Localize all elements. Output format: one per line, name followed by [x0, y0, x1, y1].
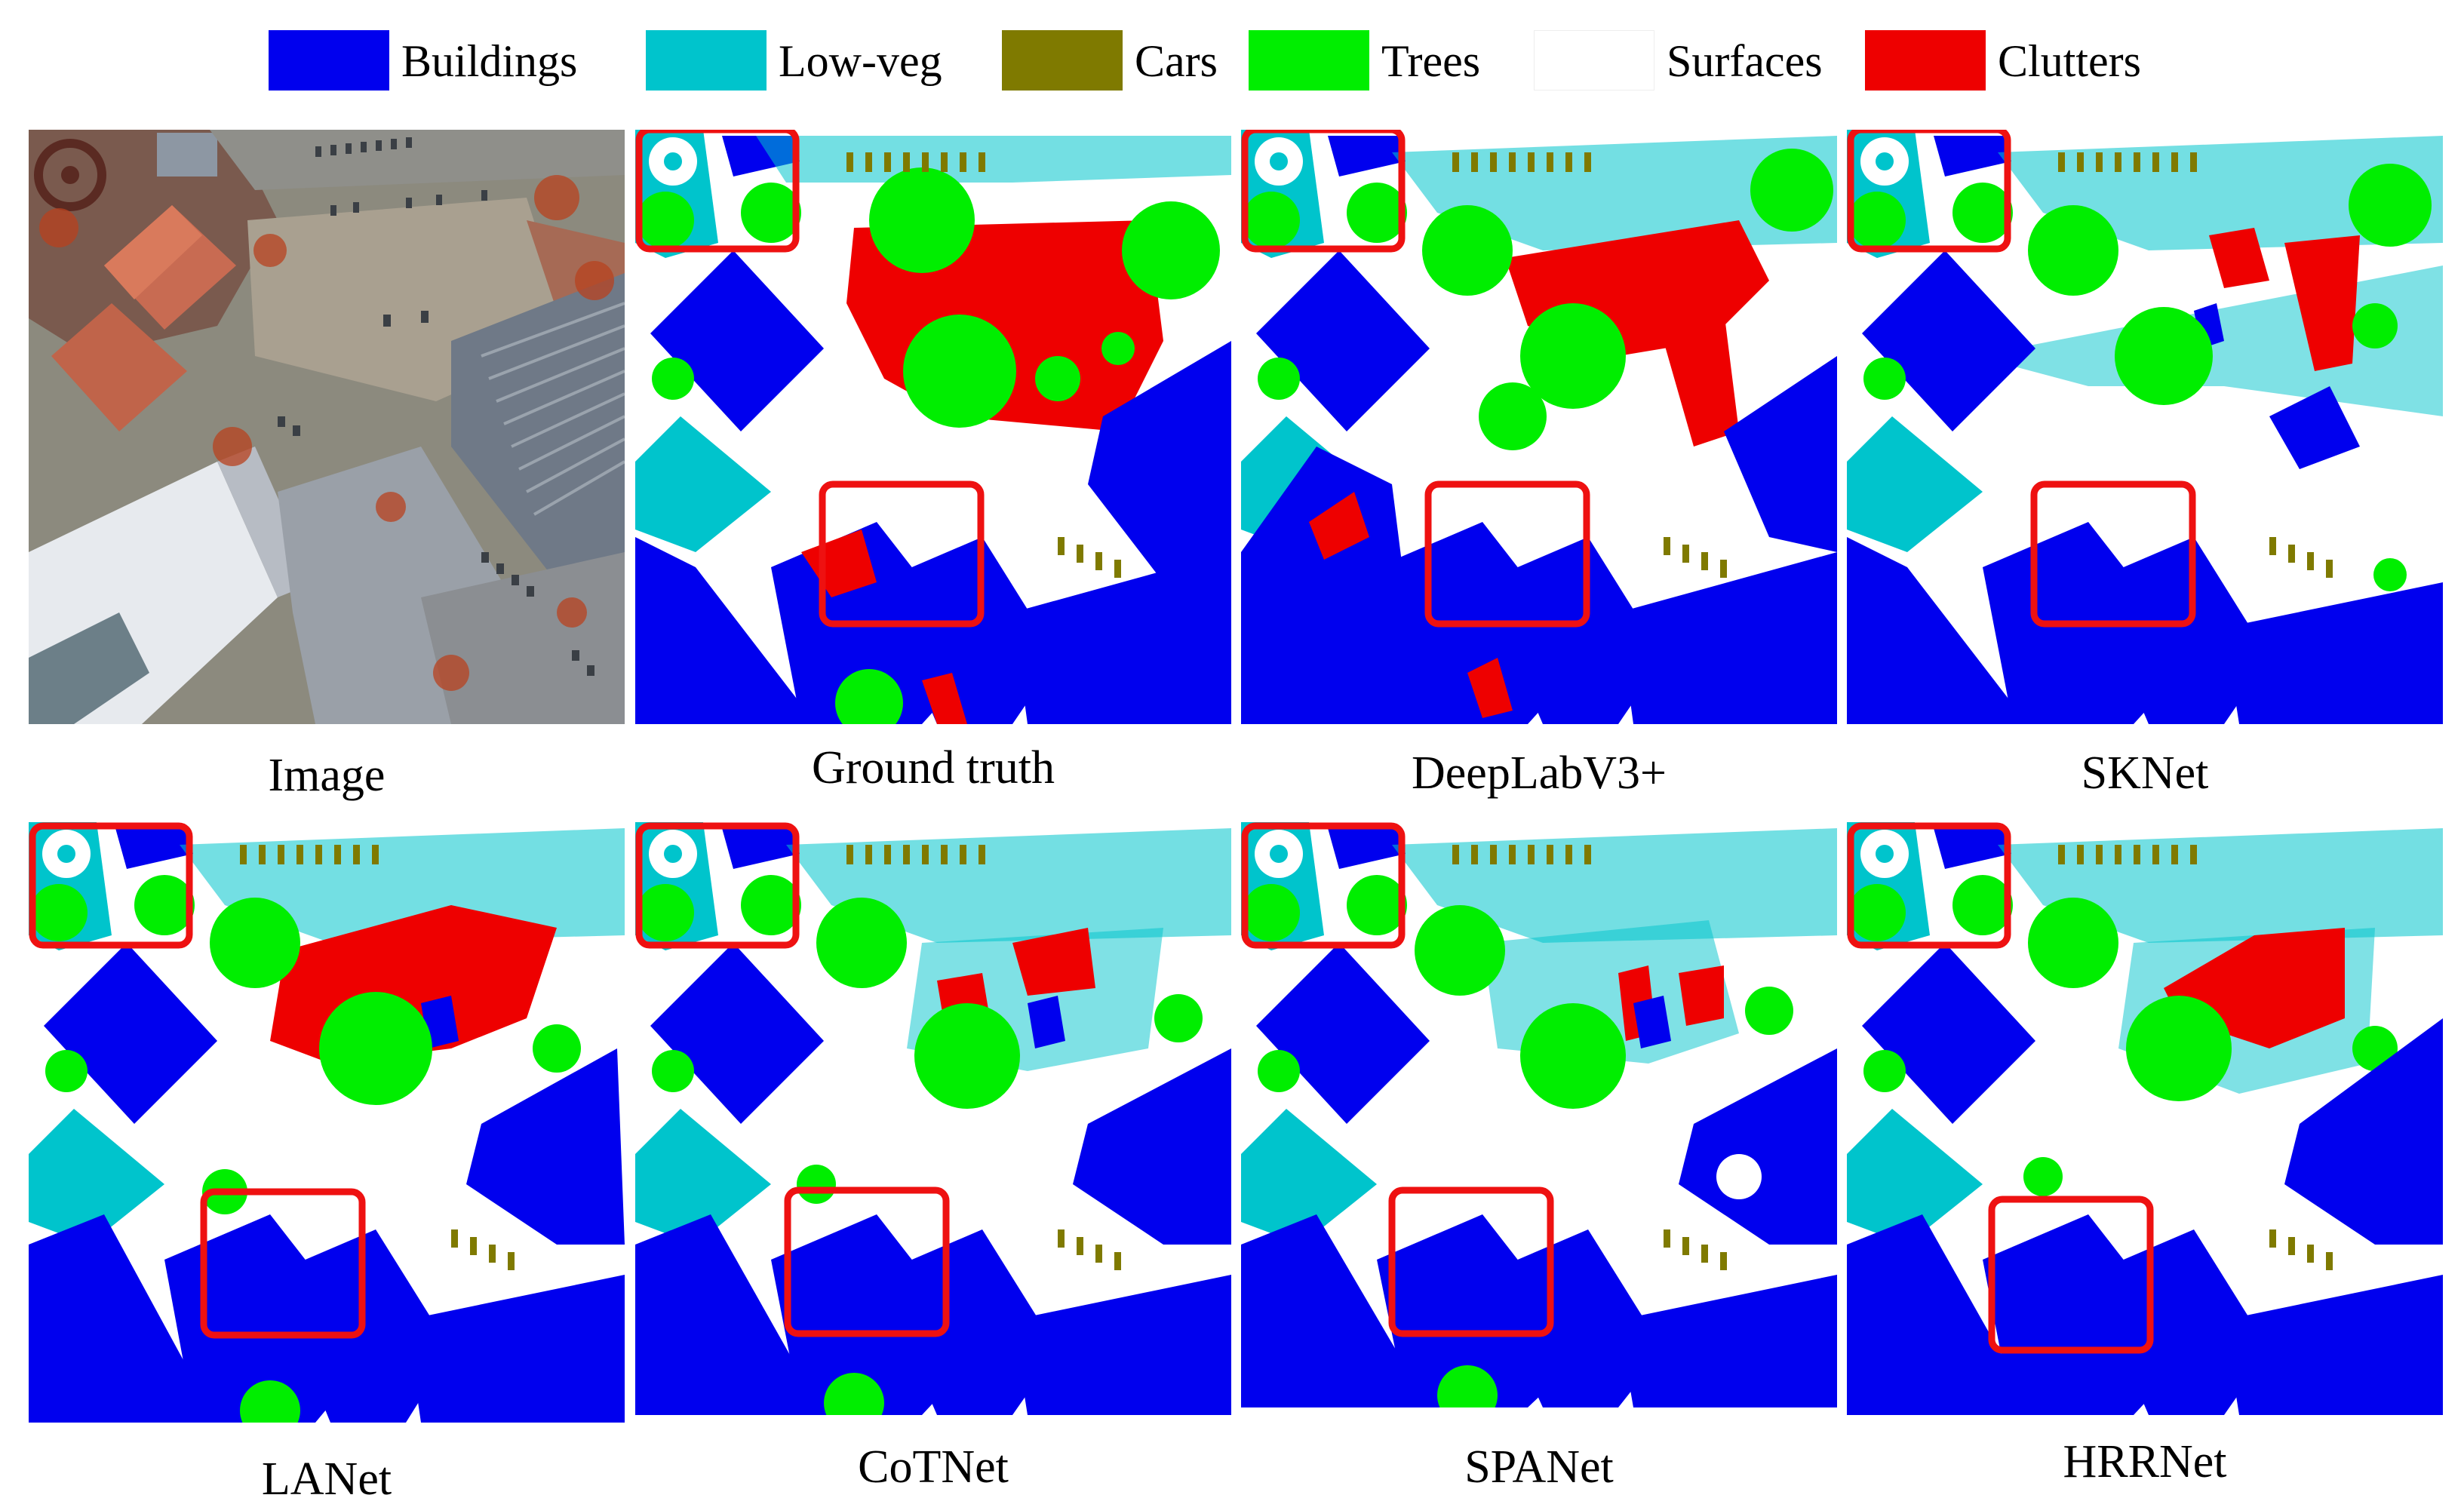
buildings-swatch — [269, 30, 389, 91]
legend-label: Clutters — [1998, 36, 2141, 86]
panel-sknet — [1847, 130, 2443, 724]
panel-caption: SPANet — [1464, 1441, 1614, 1493]
panel-ground-truth — [635, 130, 1231, 724]
legend-label: Cars — [1135, 36, 1218, 86]
legend: Buildings Low-veg Cars Trees Surfaces Cl… — [0, 0, 2464, 128]
panel-caption: SKNet — [2081, 747, 2209, 799]
panel-caption: Ground truth — [811, 742, 1055, 794]
trees-swatch — [1249, 30, 1369, 91]
panel-caption: DeepLabV3+ — [1412, 747, 1667, 799]
segmentation-map — [1847, 822, 2443, 1415]
surfaces-swatch — [1534, 30, 1654, 91]
aerial-photo — [29, 130, 625, 724]
cars-swatch — [1002, 30, 1123, 91]
legend-label: Surfaces — [1667, 36, 1823, 86]
panel-caption: Image — [268, 750, 386, 801]
panel-image — [29, 130, 625, 724]
segmentation-map — [635, 130, 1231, 724]
legend-label: Trees — [1381, 36, 1481, 86]
segmentation-map — [29, 822, 625, 1423]
segmentation-map — [1847, 130, 2443, 724]
legend-label: Buildings — [401, 36, 578, 86]
panel-caption: LANet — [261, 1453, 392, 1498]
legend-label: Low-veg — [779, 36, 942, 86]
low-veg-swatch — [646, 30, 767, 91]
panel-caption: CoTNet — [858, 1441, 1009, 1493]
segmentation-map — [635, 822, 1231, 1415]
panel-deeplabv3plus — [1241, 130, 1837, 724]
segmentation-map — [1241, 822, 1837, 1407]
segmentation-map — [1241, 130, 1837, 724]
panel-spanet — [1241, 822, 1837, 1407]
panel-cotnet — [635, 822, 1231, 1415]
panel-hrrnet — [1847, 822, 2443, 1415]
panel-caption: HRRNet — [2063, 1436, 2227, 1487]
clutters-swatch — [1865, 30, 1986, 91]
panel-lanet — [29, 822, 625, 1423]
